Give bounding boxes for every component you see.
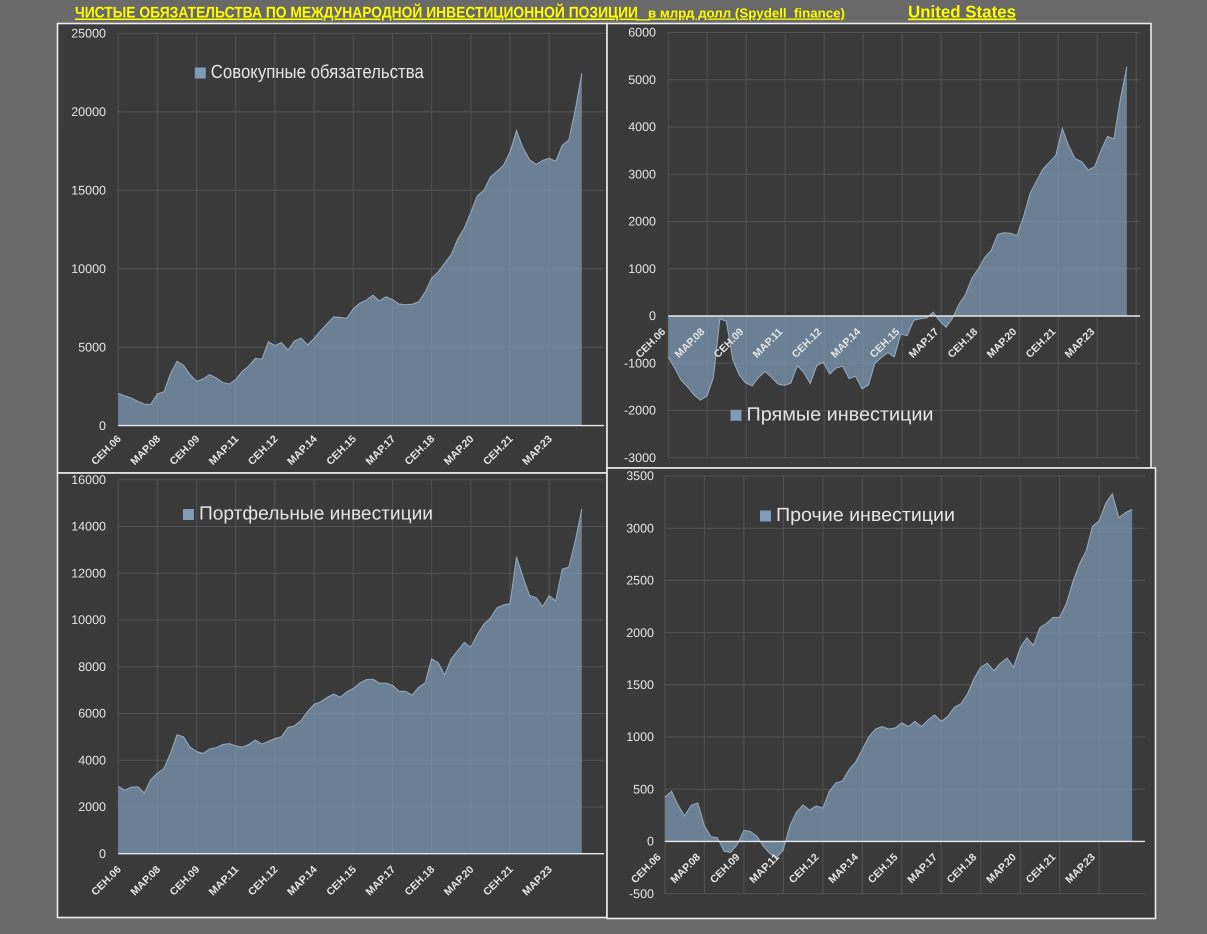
svg-text:2000: 2000 [628, 215, 656, 229]
svg-text:-3000: -3000 [624, 451, 656, 465]
svg-text:3000: 3000 [626, 521, 654, 535]
svg-text:ЧИСТЫЕ ОБЯЗАТЕЛЬСТВА ПО МЕЖДУН: ЧИСТЫЕ ОБЯЗАТЕЛЬСТВА ПО МЕЖДУНАРОДНОЙ ИН… [75, 3, 638, 22]
svg-text:1500: 1500 [626, 678, 654, 692]
svg-text:4000: 4000 [78, 753, 106, 767]
svg-text:Портфельные инвестиции: Портфельные инвестиции [199, 504, 433, 525]
svg-text:8000: 8000 [78, 660, 106, 674]
svg-text:25000: 25000 [71, 27, 106, 41]
svg-text:-1000: -1000 [624, 356, 656, 370]
svg-text:16000: 16000 [71, 473, 106, 487]
svg-text:14000: 14000 [71, 520, 106, 534]
svg-text:в млрд долл (Spydell_finance): в млрд долл (Spydell_finance) [648, 6, 845, 21]
svg-text:15000: 15000 [71, 184, 106, 198]
svg-text:1000: 1000 [626, 730, 654, 744]
svg-text:4000: 4000 [628, 120, 656, 134]
svg-text:2500: 2500 [626, 574, 654, 588]
svg-text:Прочие инвестиции: Прочие инвестиции [776, 505, 955, 526]
svg-text:Совокупные обязательства: Совокупные обязательства [211, 62, 424, 83]
svg-text:0: 0 [647, 835, 654, 849]
svg-text:6000: 6000 [78, 707, 106, 721]
svg-text:3000: 3000 [628, 167, 656, 181]
svg-text:5000: 5000 [78, 340, 106, 354]
svg-text:2000: 2000 [78, 800, 106, 814]
svg-text:10000: 10000 [71, 613, 106, 627]
svg-text:1000: 1000 [628, 262, 656, 276]
svg-text:0: 0 [649, 309, 656, 323]
svg-text:6000: 6000 [628, 26, 656, 40]
svg-text:-2000: -2000 [624, 404, 656, 418]
svg-text:5000: 5000 [628, 73, 656, 87]
svg-text:500: 500 [633, 782, 654, 796]
svg-text:0: 0 [99, 847, 106, 861]
svg-text:2000: 2000 [626, 626, 654, 640]
svg-text:20000: 20000 [71, 105, 106, 119]
svg-text:0: 0 [99, 419, 106, 433]
svg-text:Прямые инвестиции: Прямые инвестиции [747, 404, 934, 425]
svg-text:-500: -500 [629, 887, 654, 901]
svg-text:12000: 12000 [71, 566, 106, 580]
svg-text:3500: 3500 [626, 469, 654, 483]
svg-text:10000: 10000 [71, 262, 106, 276]
svg-text:United States: United States [908, 3, 1016, 22]
